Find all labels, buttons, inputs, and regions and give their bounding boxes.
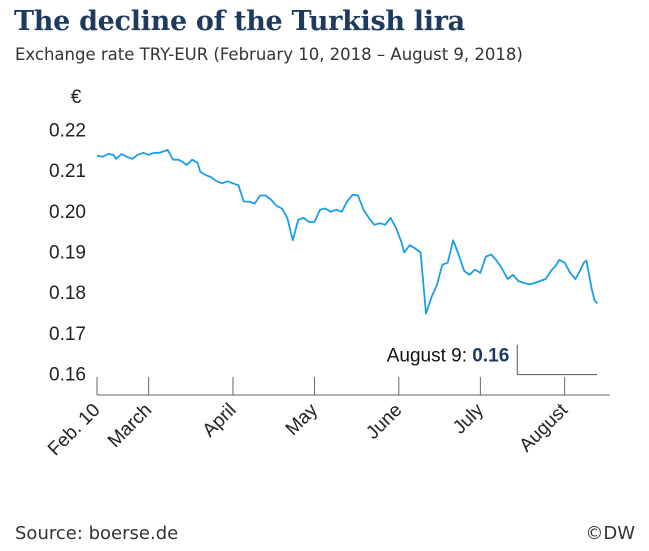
source-note: Source: boerse.de bbox=[15, 523, 179, 544]
copyright-credit: ©DW bbox=[585, 523, 635, 544]
annotation-value: 0.16 bbox=[472, 346, 509, 367]
chart-title: The decline of the Turkish lira bbox=[14, 6, 465, 37]
annotation: August 9: 0.16 bbox=[387, 344, 598, 376]
x-tick-label: March bbox=[104, 400, 156, 452]
x-axis: Feb. 10 March April May June July August bbox=[44, 377, 573, 460]
annotation-label: August 9: 0.16 bbox=[387, 346, 510, 367]
y-axis: 0.16 0.17 0.18 0.19 0.20 0.21 0.22 bbox=[49, 120, 86, 385]
y-tick-label: 0.18 bbox=[49, 283, 86, 304]
x-tick-label: Feb. 10 bbox=[44, 400, 104, 460]
y-tick-label: 0.20 bbox=[49, 202, 86, 223]
y-tick-label: 0.21 bbox=[49, 161, 86, 182]
exchange-rate-line bbox=[96, 149, 598, 315]
x-tick-label: July bbox=[449, 399, 488, 438]
y-tick-label: 0.16 bbox=[49, 365, 86, 386]
y-axis-unit-label: € bbox=[71, 87, 82, 108]
y-tick-label: 0.19 bbox=[49, 243, 86, 264]
x-tick-label: August bbox=[516, 399, 573, 456]
y-tick-label: 0.17 bbox=[49, 324, 86, 345]
x-tick-label: May bbox=[282, 399, 323, 440]
y-tick-label: 0.22 bbox=[49, 120, 86, 141]
x-tick-label: June bbox=[362, 400, 406, 444]
annotation-date: August 9: bbox=[387, 346, 473, 367]
chart-subtitle: Exchange rate TRY-EUR (February 10, 2018… bbox=[15, 45, 523, 64]
line-chart: € 0.160.170.180.190.200.210.22 Feb. 10 Ma… bbox=[44, 87, 610, 460]
x-tick-label: April bbox=[199, 400, 241, 442]
